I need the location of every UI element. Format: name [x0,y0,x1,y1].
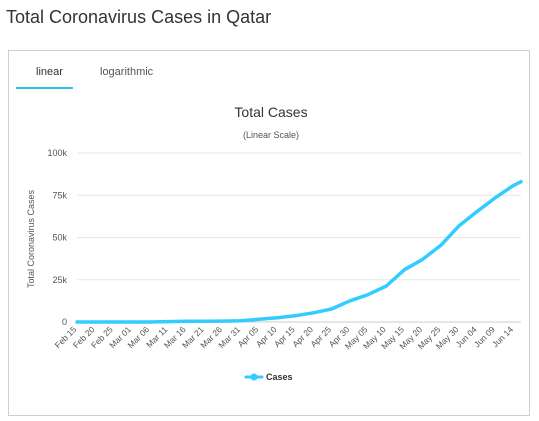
data-point[interactable] [330,307,334,311]
data-point[interactable] [512,183,516,187]
data-point[interactable] [439,243,443,247]
grid-lines [77,152,521,323]
data-point[interactable] [93,320,97,324]
series-line-cases[interactable] [75,179,523,324]
active-tab-underline [16,87,73,89]
data-point[interactable] [257,317,261,321]
legend[interactable]: Cases [244,372,293,382]
data-point[interactable] [221,319,225,323]
data-point[interactable] [421,257,425,261]
x-tick-label: Jun 14 [490,324,515,349]
legend-marker [250,373,258,381]
data-point[interactable] [493,196,498,200]
y-tick-label: 25k [52,275,67,285]
y-tick-label: 50k [52,233,67,243]
page-title: Total Coronavirus Cases in Qatar [6,7,272,27]
data-point[interactable] [293,314,297,318]
data-point[interactable] [457,224,461,228]
y-tick-label: 100k [47,148,67,158]
data-point[interactable] [130,320,134,324]
data-point[interactable] [239,319,243,323]
chart-title: Total Cases [234,104,307,120]
tab-linear[interactable]: linear [36,66,63,78]
data-point[interactable] [384,284,388,288]
data-point[interactable] [184,319,188,323]
data-point[interactable] [111,320,115,324]
data-point[interactable] [366,293,370,297]
data-point[interactable] [148,320,152,324]
chart-subtitle: (Linear Scale) [243,130,299,140]
total-cases-chart: Total Cases (Linear Scale) Total Coronav… [26,104,523,382]
data-point[interactable] [348,299,352,303]
y-tick-label: 75k [52,190,67,200]
y-axis-ticks: 0 25k 50k 75k 100k [47,148,67,327]
data-point[interactable] [475,209,479,213]
data-point[interactable] [519,180,523,184]
y-axis-label: Total Coronavirus Cases [26,189,36,288]
y-tick-label: 0 [62,317,67,327]
chart-card: linear logarithmic Total Cases (Linear S… [8,50,530,416]
series-layer [75,179,523,324]
legend-label-cases[interactable]: Cases [266,372,293,382]
data-point[interactable] [75,320,79,324]
data-point[interactable] [275,316,279,320]
data-point[interactable] [312,311,316,315]
data-point[interactable] [402,268,407,272]
data-point[interactable] [202,319,206,323]
tab-logarithmic[interactable]: logarithmic [100,66,154,78]
data-point[interactable] [166,320,170,324]
